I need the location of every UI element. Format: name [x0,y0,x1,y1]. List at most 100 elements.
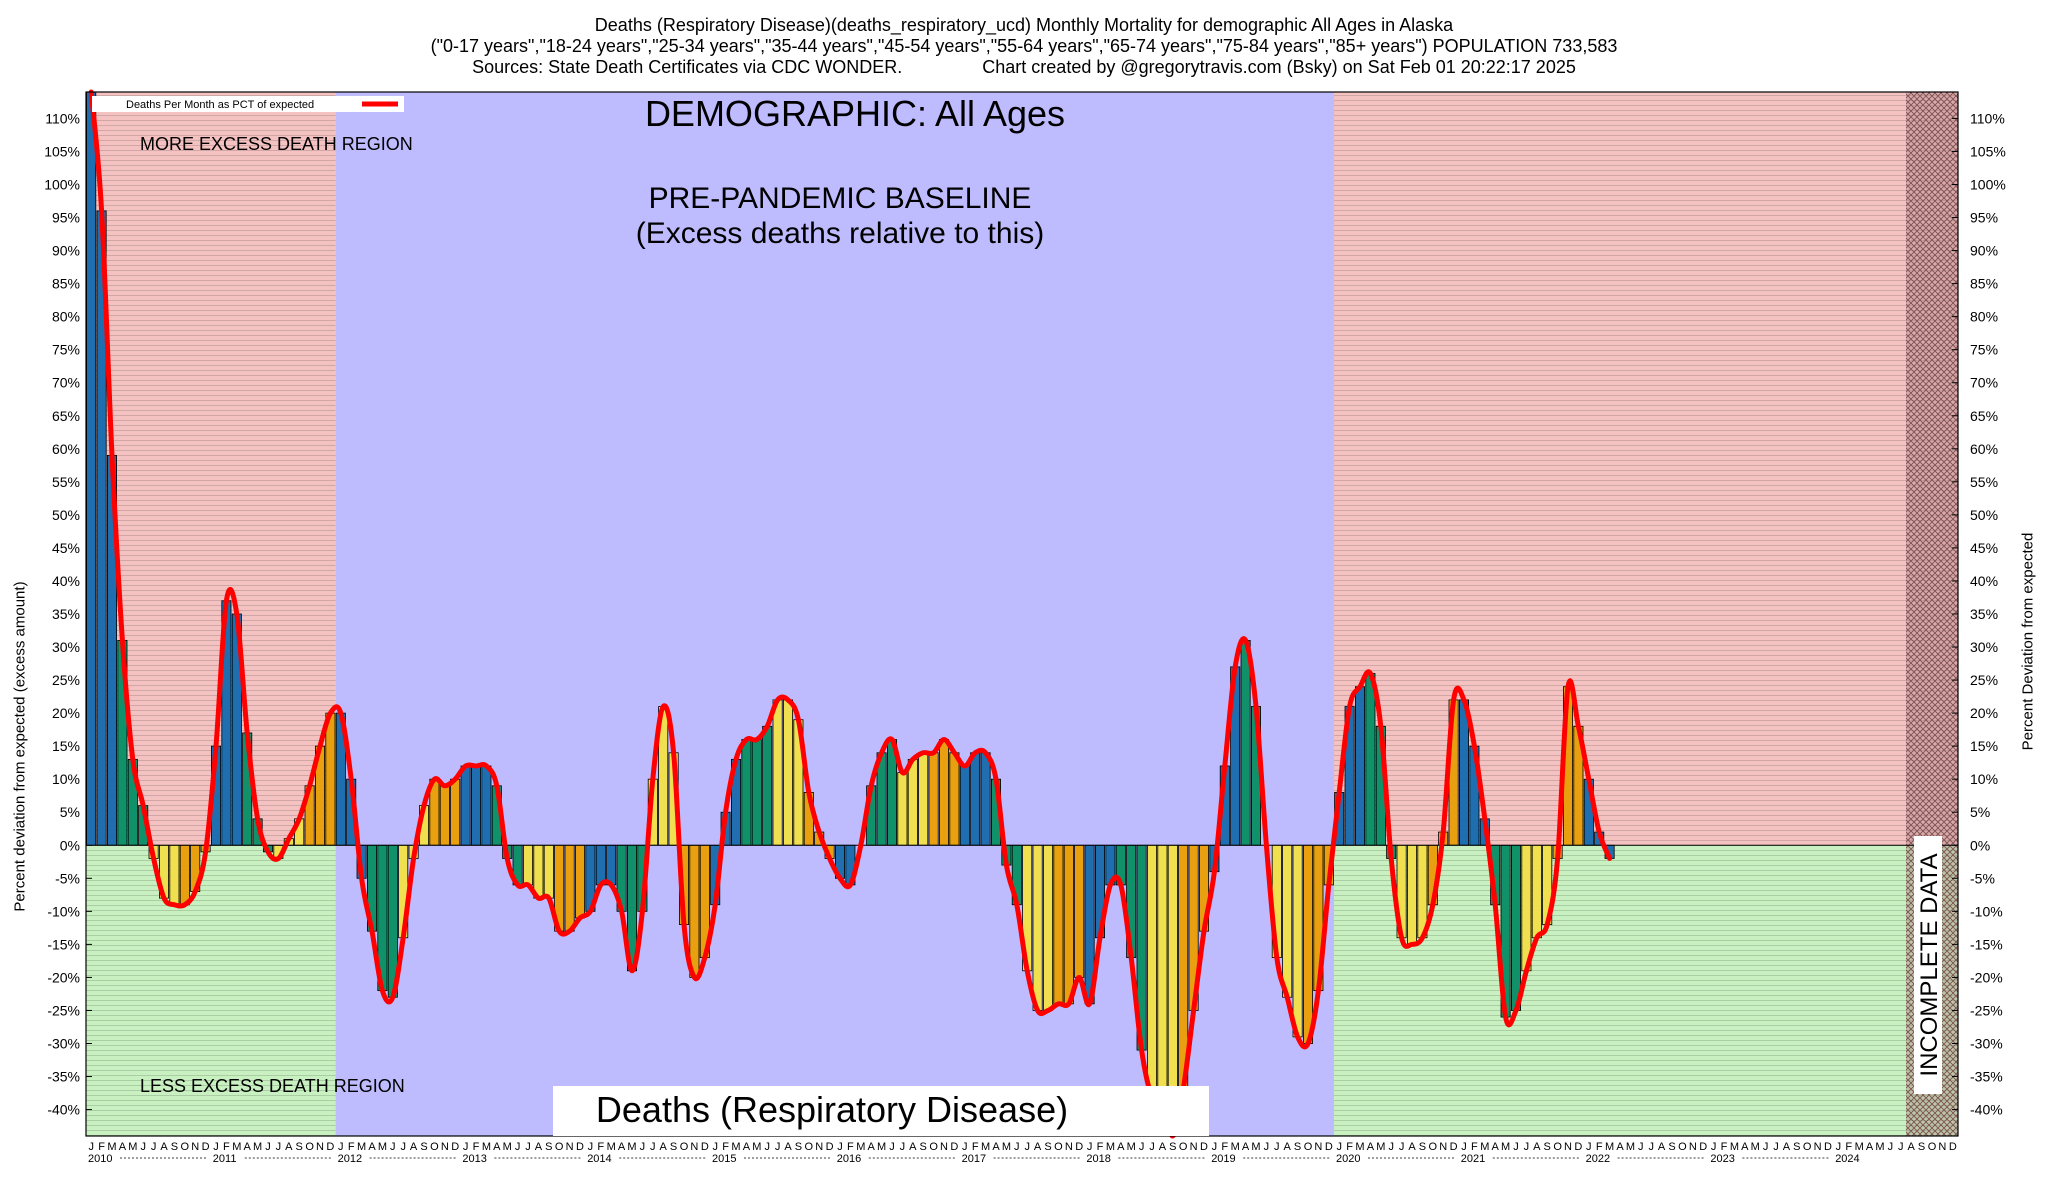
y-axis-label-right: Percent Deviation from expected [2019,532,2037,751]
y-tick-label-right: 45% [1970,540,1998,556]
bar [460,765,471,846]
x-tick-label: N [566,1141,574,1153]
x-tick-label: J [889,1141,895,1153]
x-tick-label: A [1616,1141,1624,1153]
y-tick-label-left: 90% [52,243,80,259]
x-tick-label: S [670,1141,677,1153]
bar [689,844,700,978]
x-tick-label: D [576,1141,584,1153]
bar [1407,844,1418,945]
x-tick-label: J [1513,1141,1519,1153]
x-tick-label: M [856,1141,865,1153]
bar [928,752,939,846]
x-tick-label: M [1480,1141,1489,1153]
bar [762,725,773,846]
bar [1292,844,1303,1038]
x-tick-label: N [1065,1141,1073,1153]
x-year-label: 2021 [1461,1153,1485,1165]
y-tick-label-left: 0% [60,837,80,853]
x-tick-label: J [1586,1141,1592,1153]
x-tick-label: O [1304,1141,1313,1153]
y-tick-label-right: -15% [1970,936,2003,952]
bar [179,844,190,906]
x-tick-label: D [451,1141,459,1153]
x-tick-label: O [1678,1141,1687,1153]
x-tick-label: J [588,1141,594,1153]
subtitle-box [553,1086,1209,1136]
y-tick-label-right: 85% [1970,276,1998,292]
x-tick-label: A [784,1141,792,1153]
x-tick-label: D [326,1141,334,1153]
x-tick-label: S [795,1141,802,1153]
x-tick-label: J [390,1141,396,1153]
bar [1032,844,1043,1011]
bar [949,752,960,846]
bar [1531,844,1542,939]
x-tick-label: J [1524,1141,1530,1153]
x-tick-label: N [316,1141,324,1153]
x-tick-label: A [493,1141,501,1153]
x-tick-label: F [1346,1141,1353,1153]
y-tick-label-right: 55% [1970,474,1998,490]
x-tick-label: J [151,1141,157,1153]
x-tick-label: N [1938,1141,1946,1153]
x-tick-label: O [1928,1141,1937,1153]
x-tick-label: J [88,1141,94,1153]
x-tick-label: J [265,1141,271,1153]
x-tick-label: F [972,1141,979,1153]
y-axis-label-left: Percent deviation from expected (excess … [11,581,29,912]
x-tick-label: J [1139,1141,1145,1153]
bar [595,844,606,886]
x-tick-label: S [920,1141,927,1153]
x-tick-label: M [731,1141,740,1153]
x-tick-label: J [650,1141,656,1153]
x-tick-label: J [463,1141,469,1153]
y-tick-label-right: 70% [1970,375,1998,391]
x-year-label: 2022 [1586,1153,1610,1165]
y-tick-label-left: 40% [52,573,80,589]
x-year-label: 2015 [712,1153,736,1165]
x-tick-label: O [181,1141,190,1153]
y-tick-label-right: 25% [1970,672,1998,688]
x-tick-label: M [981,1141,990,1153]
x-tick-label: J [764,1141,770,1153]
legend-label: Deaths Per Month as PCT of expected [126,99,314,111]
bar [470,765,481,846]
x-tick-label: F [473,1141,480,1153]
x-tick-label: S [1544,1141,1551,1153]
y-tick-label-left: 105% [44,143,80,159]
x-year-label: 2020 [1336,1153,1360,1165]
y-tick-label-left: 50% [52,507,80,523]
x-tick-label: J [1024,1141,1030,1153]
x-tick-label: J [640,1141,646,1153]
x-tick-label: S [420,1141,427,1153]
x-tick-label: O [805,1141,814,1153]
x-tick-label: F [1596,1141,1603,1153]
x-tick-label: A [1284,1141,1292,1153]
y-tick-label-left: 80% [52,309,80,325]
x-year-label: 2010 [88,1153,112,1165]
y-tick-label-left: -20% [47,969,80,985]
x-tick-label: J [1711,1141,1717,1153]
y-tick-label-right: 40% [1970,573,1998,589]
y-tick-label-right: 15% [1970,738,1998,754]
y-tick-label-left: 10% [52,771,80,787]
bar [1355,686,1366,846]
y-tick-label-left: -35% [47,1069,80,1085]
x-tick-label: F [1097,1141,1104,1153]
x-tick-label: J [775,1141,781,1153]
x-tick-label: S [1169,1141,1176,1153]
x-tick-label: O [555,1141,564,1153]
x-tick-label: S [1294,1141,1301,1153]
x-tick-label: F [597,1141,604,1153]
x-tick-label: A [1159,1141,1167,1153]
chart-subtitle: Deaths (Respiratory Disease) [596,1089,1068,1130]
x-tick-label: M [107,1141,116,1153]
y-tick-label-right: 65% [1970,408,1998,424]
bar [1240,640,1251,846]
y-tick-label-right: 30% [1970,639,1998,655]
bar [1053,844,1064,1005]
bar [1365,673,1376,846]
x-tick-label: F [223,1141,230,1153]
